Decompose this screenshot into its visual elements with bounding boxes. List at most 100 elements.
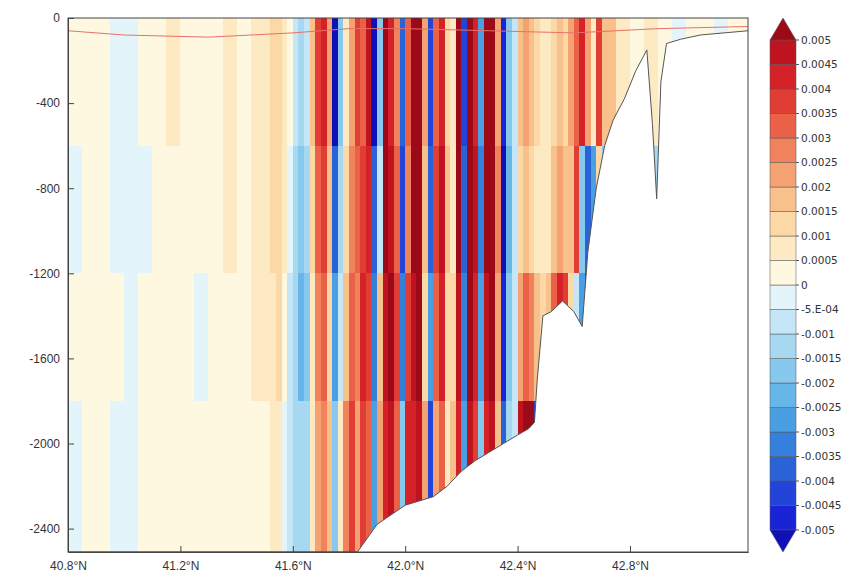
cell: [152, 401, 167, 552]
cell: [501, 18, 507, 146]
cell: [484, 18, 490, 146]
tick-label: 0: [53, 11, 60, 25]
cell: [428, 273, 434, 401]
cell: [672, 18, 687, 146]
cell: [630, 18, 645, 146]
cell: [534, 18, 540, 146]
cell: [400, 401, 406, 552]
cell: [405, 18, 411, 146]
cell: [422, 401, 428, 552]
cell: [478, 273, 484, 401]
colorbar-label: 0.0035: [801, 107, 838, 119]
cell: [540, 18, 546, 146]
cell: [489, 18, 495, 146]
cell: [478, 18, 484, 146]
colorbar-bin: [770, 65, 796, 90]
cell: [377, 401, 383, 552]
cell: [332, 146, 338, 274]
y-axis: 0-400-800-1200-1600-2000-2400: [29, 11, 74, 552]
cell: [208, 273, 223, 401]
colorbar-bin: [770, 212, 796, 237]
cell: [416, 146, 422, 274]
cell: [433, 18, 439, 146]
cell: [388, 146, 394, 274]
cell: [96, 18, 111, 146]
cell: [166, 146, 181, 274]
cell: [293, 18, 299, 146]
cell: [388, 401, 394, 552]
colorbar-tick: [796, 113, 799, 114]
cell: [383, 273, 389, 401]
cell: [523, 273, 529, 401]
cell: [568, 273, 574, 401]
cell: [439, 146, 445, 274]
cell: [287, 401, 293, 552]
tick: 0: [53, 11, 74, 25]
tick-mark: [68, 273, 74, 274]
cell: [96, 273, 111, 401]
cell: [529, 401, 535, 552]
colorbar-label: -0.0045: [801, 499, 842, 511]
cell: [110, 18, 125, 146]
tick: -1600: [29, 352, 74, 366]
tick-label: -400: [36, 96, 60, 110]
cell: [495, 146, 501, 274]
cell: [237, 146, 252, 274]
cell: [298, 146, 304, 274]
colorbar-bin: [770, 40, 796, 65]
cell: [551, 18, 557, 146]
cell: [327, 18, 333, 146]
colorbar-tick: [796, 456, 799, 457]
cell: [461, 146, 467, 274]
cell: [276, 146, 282, 274]
cell: [439, 18, 445, 146]
cell: [383, 401, 389, 552]
cell: [574, 18, 580, 146]
cell: [512, 273, 518, 401]
cell: [338, 273, 344, 401]
cell: [304, 273, 310, 401]
cell: [371, 401, 377, 552]
cell: [180, 401, 195, 552]
colorbar-tick: [796, 481, 799, 482]
colorbar-tick: [796, 432, 799, 433]
axis-line: [68, 19, 69, 553]
cell: [366, 401, 372, 552]
cell: [327, 401, 333, 552]
colorbar-bin: [770, 457, 796, 482]
cell: [270, 401, 276, 552]
cell: [422, 18, 428, 146]
cell: [270, 146, 276, 274]
cell: [355, 146, 361, 274]
cell: [568, 18, 574, 146]
cell: [473, 273, 479, 401]
cell: [293, 273, 299, 401]
seafloor: [68, 31, 748, 552]
cell: [422, 146, 428, 274]
cell: [658, 18, 673, 146]
cell: [315, 273, 321, 401]
cell: [332, 401, 338, 552]
cell: [270, 273, 276, 401]
cell: [506, 146, 512, 274]
colorbar-label: 0.004: [801, 83, 831, 95]
cell: [194, 273, 209, 401]
cell: [343, 146, 349, 274]
tick-mark: [68, 358, 74, 359]
cell: [551, 273, 557, 401]
cell: [110, 273, 125, 401]
cell: [411, 18, 417, 146]
cell: [82, 146, 97, 274]
plot-area: [68, 18, 748, 552]
cell: [366, 146, 372, 274]
colorbar-tick: [796, 162, 799, 163]
cell: [349, 273, 355, 401]
cell: [439, 273, 445, 401]
colorbar-tick: [796, 187, 799, 188]
colorbar-label: 0.0015: [801, 205, 838, 217]
cell: [394, 273, 400, 401]
colorbar-tick: [796, 383, 799, 384]
cell: [461, 401, 467, 552]
colorbar-label: 0.0025: [801, 156, 838, 168]
cell: [298, 401, 304, 552]
